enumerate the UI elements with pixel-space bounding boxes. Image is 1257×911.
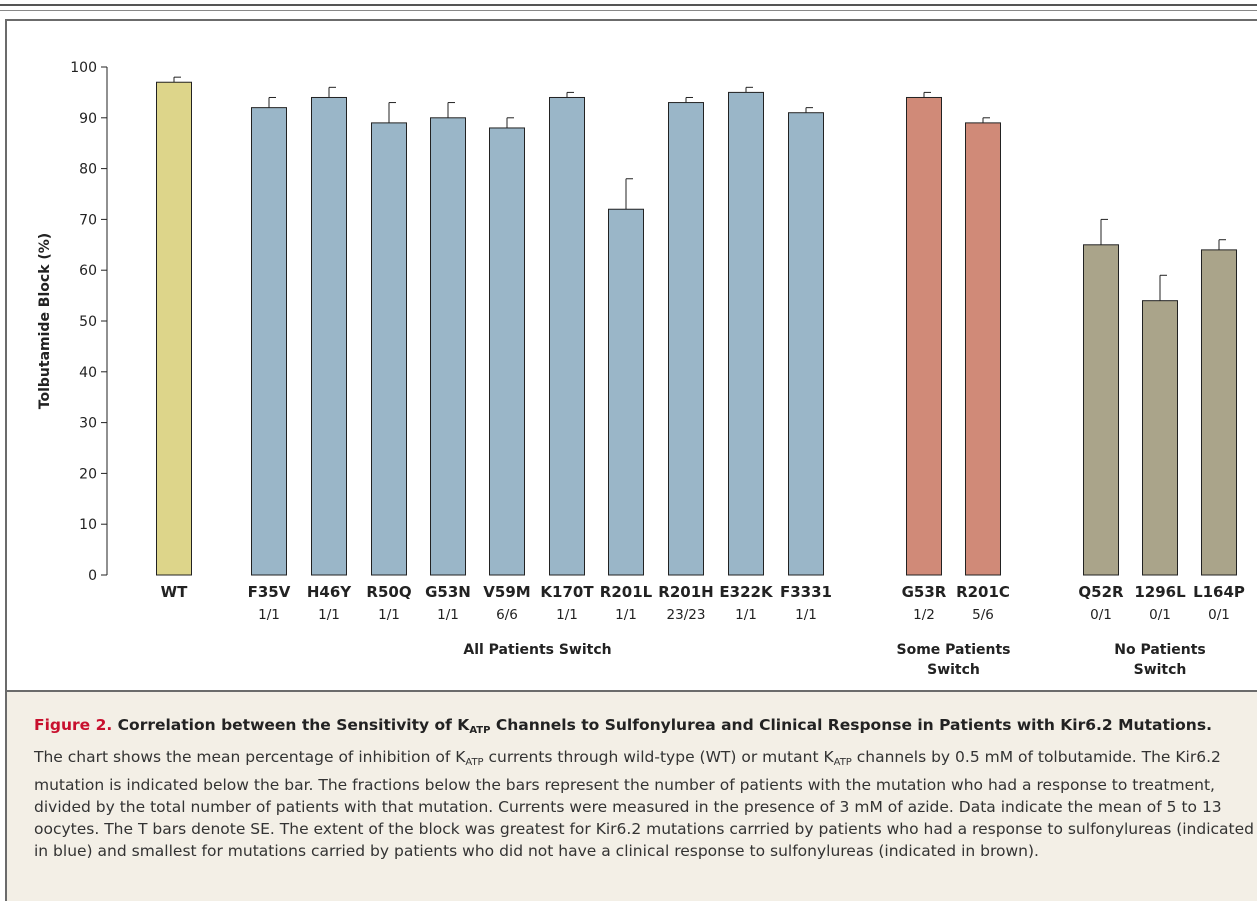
caption-box: Figure 2. Correlation between the Sensit… (7, 690, 1257, 901)
fraction-label: 6/6 (496, 607, 518, 623)
y-tick-label: 100 (70, 60, 97, 76)
caption-body-1: The chart shows the mean percentage of i… (34, 748, 466, 766)
category-label: 1296L (1134, 583, 1186, 601)
category-label: R201H (658, 583, 713, 601)
y-tick-label: 80 (79, 162, 97, 178)
y-tick-label: 0 (88, 568, 97, 584)
bar-G53R (906, 96, 942, 576)
bar-L164P (1201, 249, 1237, 576)
y-tick-label: 70 (79, 212, 97, 228)
y-tick-label: 60 (79, 263, 97, 279)
bar-E322K (728, 91, 764, 576)
fraction-label: 0/1 (1090, 607, 1112, 623)
category-label: F35V (248, 583, 291, 601)
bar-R201L (608, 208, 644, 576)
figure-label: Figure 2. (34, 716, 113, 734)
fraction-label: 0/1 (1149, 607, 1171, 623)
group-label: Switch (1134, 662, 1187, 678)
fraction-label: 1/1 (795, 607, 817, 623)
bar-K170T (549, 96, 585, 576)
caption-title-pre: Correlation between the Sensitivity of K (117, 716, 470, 734)
bar-H46Y (311, 96, 347, 576)
category-label: L164P (1193, 583, 1245, 601)
caption-body-3: channels by 0.5 mM of tolbutamide. The K… (34, 748, 1254, 860)
group-label: All Patients Switch (463, 642, 611, 658)
category-label: H46Y (307, 583, 352, 601)
fraction-label: 1/1 (556, 607, 578, 623)
caption-title-post: Channels to Sulfonylurea and Clinical Re… (490, 716, 1212, 734)
caption-body-2: currents through wild-type (WT) or mutan… (483, 748, 834, 766)
fraction-label: 1/2 (913, 607, 935, 623)
bar-WT (156, 81, 192, 576)
group-label: Switch (927, 662, 980, 678)
y-tick-label: 90 (79, 111, 97, 127)
y-tick-label: 50 (79, 314, 97, 330)
bar-R50Q (371, 122, 407, 576)
category-label: R201L (600, 583, 653, 601)
y-tick-label: 40 (79, 365, 97, 381)
fraction-label: 5/6 (972, 607, 994, 623)
category-label: G53N (425, 583, 471, 601)
category-label: E322K (719, 583, 774, 601)
category-label: G53R (902, 583, 947, 601)
fraction-label: 1/1 (318, 607, 340, 623)
fraction-label: 1/1 (735, 607, 757, 623)
caption-body-sub-1: ATP (465, 757, 484, 768)
fraction-label: 1/1 (378, 607, 400, 623)
bar-G53N (430, 117, 466, 576)
top-rule (0, 4, 1257, 6)
fraction-label: 1/1 (437, 607, 459, 623)
chart-area: 0 10 20 30 40 50 60 70 80 90 100 Tolbutamide Block … (7, 21, 1257, 689)
y-axis-label: Tolbutamide Block (%) (37, 233, 53, 409)
category-label: V59M (483, 583, 530, 601)
fraction-label: 1/1 (258, 607, 280, 623)
bar-chart: 0 10 20 30 40 50 60 70 80 90 100 Tolbutamide Block … (37, 60, 1245, 678)
caption-body-sub-2: ATP (833, 757, 852, 768)
category-label: K170T (540, 583, 594, 601)
caption-body: The chart shows the mean percentage of i… (34, 746, 1257, 862)
figure-frame: 0 10 20 30 40 50 60 70 80 90 100 Tolbutamide Block … (5, 19, 1257, 901)
bar-R201C (965, 122, 1001, 576)
caption-title: Figure 2. Correlation between the Sensit… (34, 715, 1254, 741)
category-label: R50Q (366, 583, 411, 601)
fraction-label: 1/1 (615, 607, 637, 623)
bar-R201H (668, 102, 704, 576)
bar-1296L (1142, 300, 1178, 576)
bar-Q52R (1083, 244, 1119, 576)
y-tick-label: 20 (79, 466, 97, 482)
category-label: WT (161, 583, 189, 601)
y-tick-label: 10 (79, 517, 97, 533)
fraction-label: 23/23 (667, 607, 706, 623)
y-tick-label: 30 (79, 416, 97, 432)
category-label: F3331 (780, 583, 832, 601)
bar-F3331 (788, 112, 824, 576)
group-label: No Patients (1114, 642, 1206, 658)
category-label: R201C (956, 583, 1010, 601)
bar-V59M (489, 127, 525, 576)
group-label: Some Patients (897, 642, 1011, 658)
bar-F35V (251, 107, 287, 576)
category-label: Q52R (1078, 583, 1124, 601)
caption-title-sub: ATP (469, 725, 491, 736)
fraction-label: 0/1 (1208, 607, 1230, 623)
top-rule-thin (0, 10, 1257, 11)
